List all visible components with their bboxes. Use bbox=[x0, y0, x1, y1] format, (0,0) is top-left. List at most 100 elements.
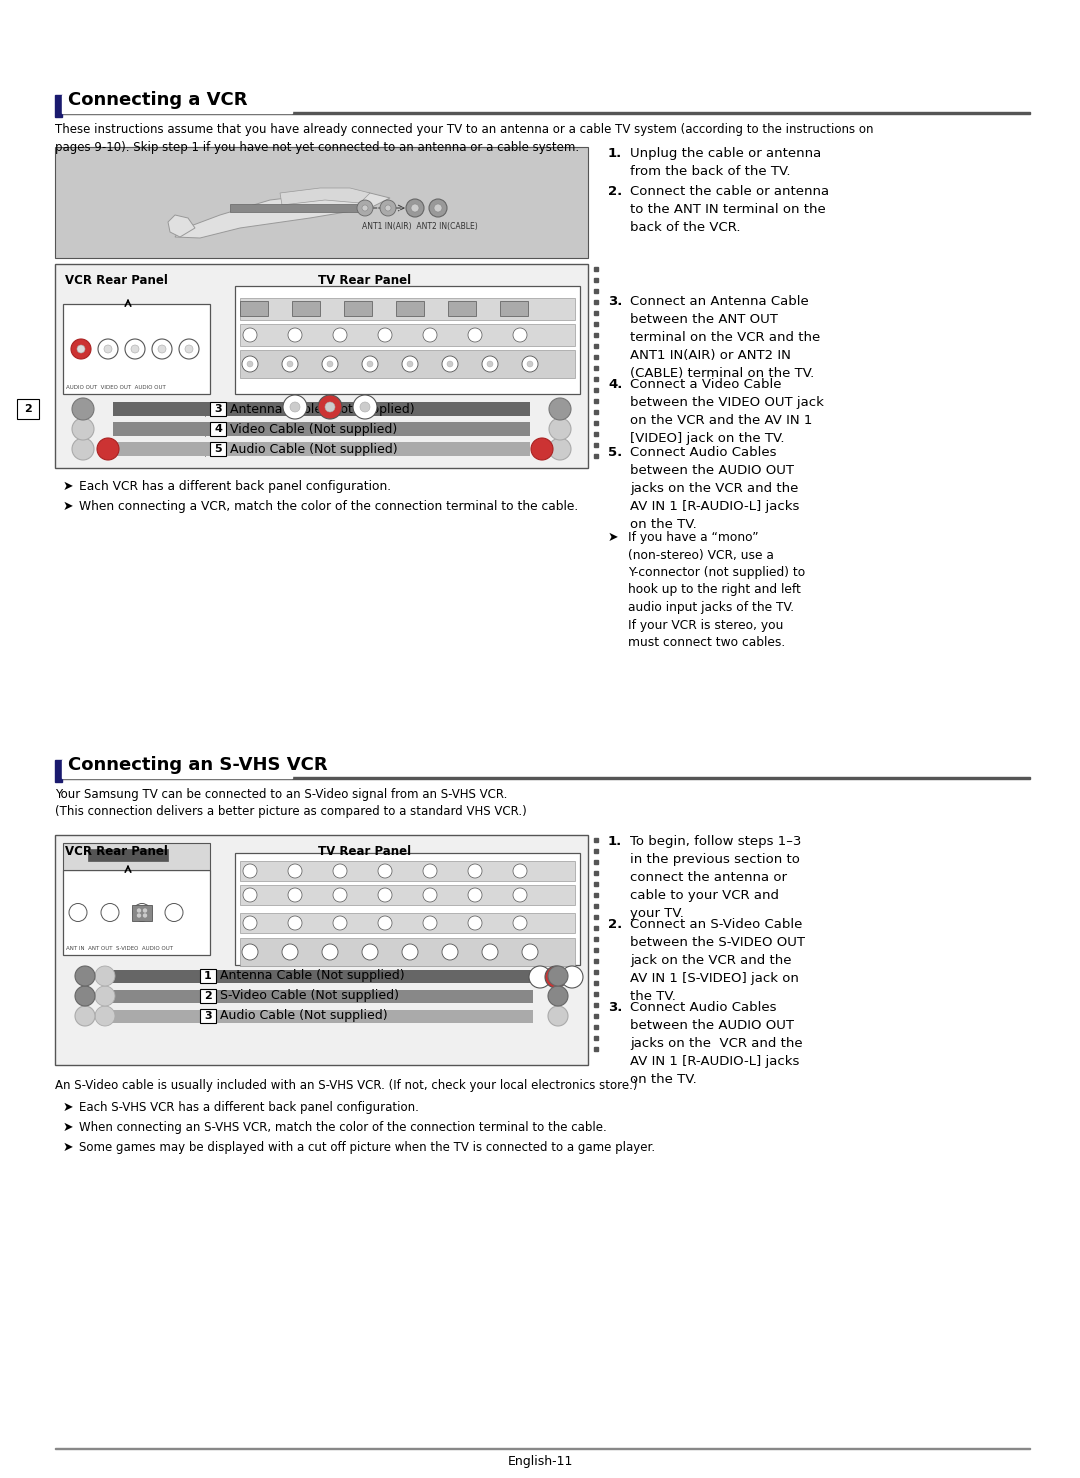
Circle shape bbox=[482, 356, 498, 372]
Circle shape bbox=[561, 967, 583, 987]
Bar bbox=[132, 905, 152, 921]
Circle shape bbox=[429, 200, 447, 217]
Bar bbox=[55, 760, 62, 782]
Bar bbox=[396, 302, 424, 316]
Polygon shape bbox=[175, 194, 390, 238]
Circle shape bbox=[325, 402, 335, 412]
Circle shape bbox=[468, 328, 482, 341]
Circle shape bbox=[353, 395, 377, 418]
Bar bbox=[448, 302, 476, 316]
Circle shape bbox=[545, 967, 567, 987]
Circle shape bbox=[69, 903, 87, 921]
Circle shape bbox=[423, 888, 437, 902]
Circle shape bbox=[75, 986, 95, 1007]
Text: 4.: 4. bbox=[608, 378, 622, 392]
Text: Video Cable (Not supplied): Video Cable (Not supplied) bbox=[230, 423, 397, 436]
Text: Connect a Video Cable
between the VIDEO OUT jack
on the VCR and the AV IN 1
[VID: Connect a Video Cable between the VIDEO … bbox=[630, 378, 824, 445]
Circle shape bbox=[380, 200, 396, 216]
Bar bbox=[113, 423, 530, 436]
Circle shape bbox=[411, 204, 419, 211]
Circle shape bbox=[548, 1007, 568, 1026]
Text: 1.: 1. bbox=[608, 835, 622, 848]
Bar bbox=[105, 990, 534, 1004]
Text: Antenna Cable (Not supplied): Antenna Cable (Not supplied) bbox=[230, 402, 415, 415]
Circle shape bbox=[247, 361, 253, 367]
Circle shape bbox=[378, 328, 392, 341]
Bar bbox=[62, 760, 292, 777]
Circle shape bbox=[442, 944, 458, 961]
Text: 2.: 2. bbox=[608, 918, 622, 931]
Bar bbox=[62, 777, 1030, 779]
Circle shape bbox=[327, 361, 333, 367]
Circle shape bbox=[283, 395, 307, 418]
Bar bbox=[210, 442, 226, 457]
Text: Connect an S-Video Cable
between the S-VIDEO OUT
jack on the VCR and the
AV IN 1: Connect an S-Video Cable between the S-V… bbox=[630, 918, 805, 1004]
Circle shape bbox=[287, 361, 293, 367]
Text: ➤: ➤ bbox=[63, 1141, 73, 1154]
Circle shape bbox=[407, 361, 413, 367]
Text: An S-Video cable is usually included with an S-VHS VCR. (If not, check your loca: An S-Video cable is usually included wit… bbox=[55, 1079, 637, 1092]
Bar bbox=[17, 399, 39, 418]
Text: Each S-VHS VCR has a different back panel configuration.: Each S-VHS VCR has a different back pane… bbox=[79, 1101, 419, 1114]
Circle shape bbox=[487, 361, 492, 367]
Circle shape bbox=[133, 903, 151, 921]
Bar bbox=[63, 304, 210, 395]
Circle shape bbox=[137, 913, 140, 916]
Bar bbox=[240, 913, 575, 933]
Bar bbox=[240, 885, 575, 905]
Circle shape bbox=[402, 356, 418, 372]
Bar bbox=[105, 970, 534, 983]
Circle shape bbox=[529, 967, 551, 987]
Bar bbox=[105, 1009, 534, 1023]
Circle shape bbox=[72, 437, 94, 460]
Circle shape bbox=[549, 437, 571, 460]
Circle shape bbox=[185, 344, 193, 353]
Circle shape bbox=[243, 916, 257, 930]
Bar bbox=[113, 442, 530, 457]
Circle shape bbox=[513, 865, 527, 878]
Circle shape bbox=[144, 909, 147, 912]
Bar bbox=[55, 265, 588, 469]
Circle shape bbox=[513, 328, 527, 341]
Text: These instructions assume that you have already connected your TV to an antenna : These instructions assume that you have … bbox=[55, 123, 874, 154]
Circle shape bbox=[333, 865, 347, 878]
Bar bbox=[292, 302, 320, 316]
Circle shape bbox=[75, 1007, 95, 1026]
Text: 4: 4 bbox=[214, 424, 221, 435]
Bar bbox=[240, 350, 575, 378]
Circle shape bbox=[104, 344, 112, 353]
Text: 3: 3 bbox=[204, 1011, 212, 1021]
Bar bbox=[240, 302, 268, 316]
Text: Connect an Antenna Cable
between the ANT OUT
terminal on the VCR and the
ANT1 IN: Connect an Antenna Cable between the ANT… bbox=[630, 296, 820, 380]
Bar bbox=[210, 423, 226, 436]
Circle shape bbox=[548, 986, 568, 1007]
Text: Connect the cable or antenna
to the ANT IN terminal on the
back of the VCR.: Connect the cable or antenna to the ANT … bbox=[630, 185, 829, 234]
Circle shape bbox=[531, 437, 553, 460]
Circle shape bbox=[131, 344, 139, 353]
Circle shape bbox=[367, 361, 373, 367]
Circle shape bbox=[144, 913, 147, 916]
Circle shape bbox=[527, 361, 534, 367]
Circle shape bbox=[243, 328, 257, 341]
Circle shape bbox=[423, 916, 437, 930]
Circle shape bbox=[360, 402, 370, 412]
Circle shape bbox=[288, 888, 302, 902]
Bar bbox=[55, 95, 62, 117]
Bar bbox=[500, 302, 528, 316]
Text: Unplug the cable or antenna
from the back of the TV.: Unplug the cable or antenna from the bac… bbox=[630, 146, 821, 177]
Circle shape bbox=[378, 888, 392, 902]
Circle shape bbox=[72, 398, 94, 420]
Bar bbox=[63, 842, 210, 871]
Bar bbox=[105, 446, 111, 457]
Bar bbox=[235, 287, 580, 395]
Text: Audio Cable (Not supplied): Audio Cable (Not supplied) bbox=[230, 442, 397, 455]
Circle shape bbox=[513, 916, 527, 930]
Text: 3: 3 bbox=[214, 403, 221, 414]
Circle shape bbox=[362, 356, 378, 372]
Circle shape bbox=[291, 402, 300, 412]
Text: 1.: 1. bbox=[608, 146, 622, 160]
Circle shape bbox=[434, 204, 442, 211]
Bar bbox=[240, 299, 575, 321]
Text: ➤: ➤ bbox=[63, 500, 73, 513]
Text: 2: 2 bbox=[204, 992, 212, 1001]
